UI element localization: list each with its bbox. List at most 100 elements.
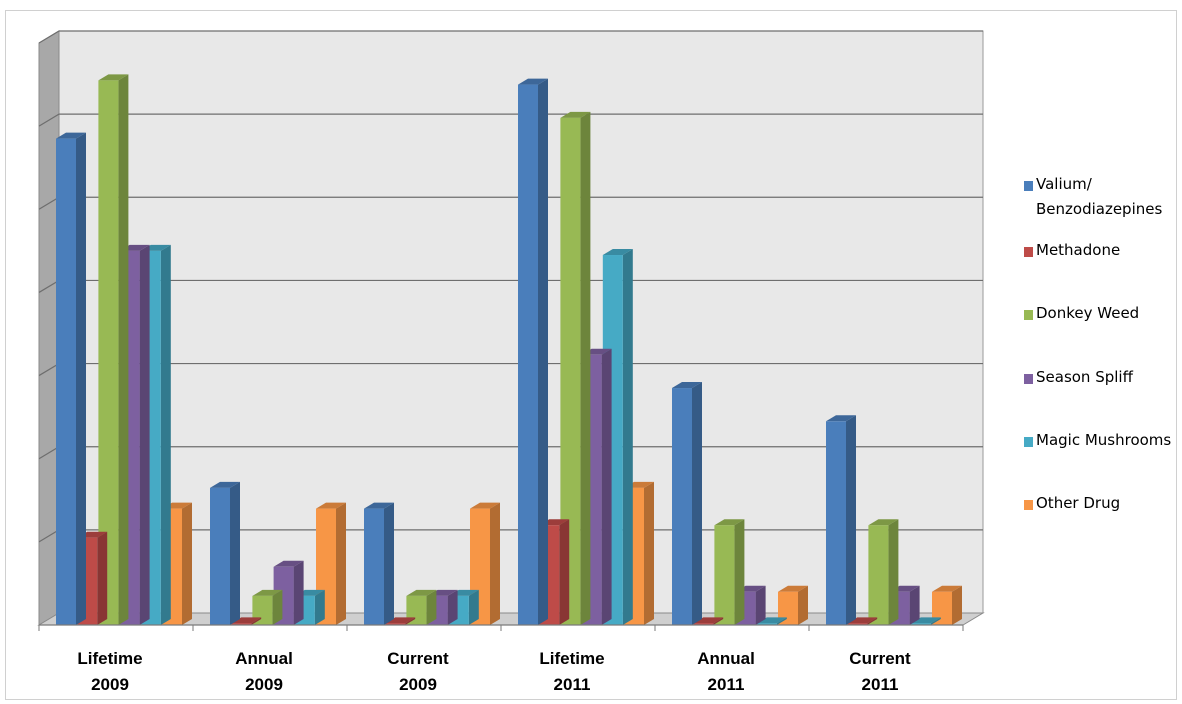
bar-top <box>273 560 304 567</box>
bar <box>826 415 856 625</box>
bar-side <box>76 132 86 625</box>
bar <box>778 585 808 625</box>
bar <box>518 78 548 626</box>
bar-side <box>692 382 702 625</box>
bar-front <box>693 623 714 625</box>
bar-front <box>364 508 384 625</box>
bar-front <box>868 525 889 625</box>
bar-side <box>952 585 962 625</box>
chart-frame: Lifetime 2009 Annual 2009 Current 2009 Lifetim… <box>5 10 1177 700</box>
bar-top <box>252 589 283 596</box>
bars <box>56 74 962 626</box>
bar-side <box>622 249 633 625</box>
bar-side <box>580 111 591 626</box>
bar <box>868 519 899 625</box>
bar-front <box>210 487 230 625</box>
bar-top <box>672 382 702 389</box>
bar <box>672 382 702 625</box>
bar-side <box>336 502 346 625</box>
bar-front <box>231 623 252 625</box>
bar <box>714 519 745 625</box>
bar-side <box>468 589 479 625</box>
bar-chart: Lifetime 2009 Annual 2009 Current 2009 Lifetim… <box>37 30 1171 694</box>
bar-front <box>778 591 798 625</box>
bar-top <box>56 132 86 139</box>
bar-side <box>909 585 920 625</box>
bar-side <box>734 519 745 625</box>
legend-swatch <box>1024 247 1033 257</box>
bar-front <box>847 623 868 625</box>
bar-top <box>826 415 856 422</box>
bar-side <box>776 617 787 625</box>
bar-side <box>447 589 458 625</box>
bar-front <box>932 591 952 625</box>
bar-side <box>490 502 500 625</box>
legend-label: Magic Mushrooms <box>1036 431 1171 449</box>
bar-side <box>930 617 941 625</box>
x-tick-label: Current 2009 <box>387 649 449 694</box>
bar <box>932 585 962 625</box>
bar-side <box>867 617 878 625</box>
bar-front <box>98 80 119 625</box>
gridline <box>38 113 983 127</box>
legend-swatch <box>1024 310 1033 320</box>
bar-top <box>470 502 500 509</box>
bar-front <box>560 117 581 625</box>
bar-side <box>182 502 192 625</box>
bar-side <box>426 589 437 625</box>
bar-front <box>756 623 777 625</box>
bar-side <box>384 502 394 625</box>
bar-top <box>602 249 633 256</box>
bar-side <box>251 617 262 625</box>
bar-top <box>778 585 808 592</box>
legend-swatch <box>1024 500 1033 510</box>
bar-side <box>755 585 766 625</box>
legend-swatch <box>1024 374 1033 384</box>
bar <box>364 502 394 625</box>
legend-label: Other Drug <box>1036 494 1120 512</box>
bar-side <box>97 531 108 625</box>
bar-side <box>272 589 283 625</box>
legend-item: Season Spliff <box>1024 368 1134 386</box>
bar <box>56 132 86 625</box>
bar-top <box>932 585 962 592</box>
legend-item: Magic Mushrooms <box>1024 431 1171 449</box>
bar-side <box>538 78 548 626</box>
bar-top <box>364 502 394 509</box>
bar-side <box>230 481 240 625</box>
bar-top <box>518 78 548 85</box>
bar-top <box>714 519 745 526</box>
bar-side <box>601 348 612 625</box>
legend-label: Season Spliff <box>1036 368 1134 386</box>
x-tick-label: Annual 2009 <box>235 649 293 694</box>
legend-item: Methadone <box>1024 241 1120 259</box>
legend-item: Valium/Benzodiazepines <box>1024 175 1162 218</box>
x-axis: Lifetime 2009 Annual 2009 Current 2009 Lifetim… <box>38 624 964 694</box>
bar-top <box>560 111 591 118</box>
bar-side <box>846 415 856 625</box>
legend-item: Donkey Weed <box>1024 304 1139 322</box>
bar-front <box>714 525 735 625</box>
legend-swatch <box>1024 437 1033 447</box>
bar-front <box>385 623 406 625</box>
bar-top <box>316 502 346 509</box>
legend-label: Donkey Weed <box>1036 304 1139 322</box>
legend: Valium/Benzodiazepines Methadone Donkey We… <box>1024 175 1171 512</box>
bar-side <box>314 589 325 625</box>
bar <box>210 481 240 625</box>
legend-swatch <box>1024 181 1033 191</box>
bar-side <box>405 617 416 625</box>
bar-front <box>56 138 76 625</box>
bar-side <box>293 560 304 625</box>
x-tick-label: Annual 2011 <box>697 649 755 694</box>
bar <box>98 74 129 625</box>
bar-top <box>406 589 437 596</box>
x-tick-label: Lifetime 2011 <box>539 649 604 694</box>
legend-label: Methadone <box>1036 241 1120 259</box>
x-tick-label: Current 2011 <box>849 649 911 694</box>
bar <box>560 111 591 626</box>
bar-front <box>672 388 692 625</box>
bar-front <box>910 623 931 625</box>
bar-front <box>518 84 538 626</box>
bar-side <box>559 519 570 625</box>
